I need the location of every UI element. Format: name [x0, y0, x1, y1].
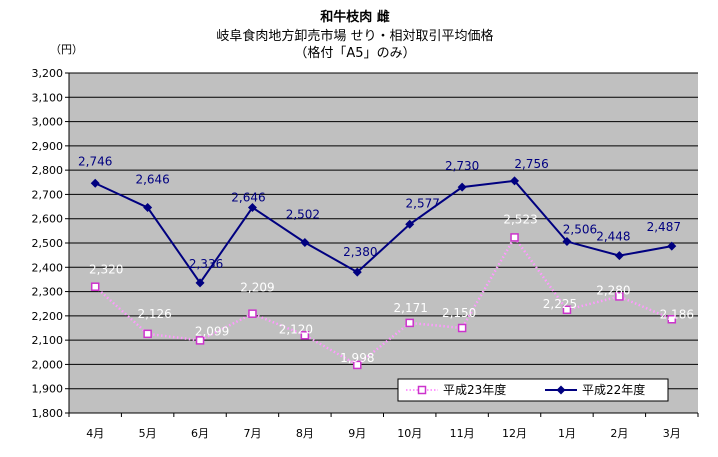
y-tick-label: 1,800 [32, 407, 64, 420]
data-label-h23: 1,998 [340, 351, 374, 365]
plot-area: 1,800 1,900 2,000 2,100 2,200 2,300 2,400 2,500… [32, 67, 699, 440]
data-label-h22: 2,646 [135, 173, 169, 187]
data-label-h23: 2,171 [394, 301, 428, 315]
data-label-h22: 2,746 [78, 154, 112, 168]
data-label-h22: 2,756 [514, 157, 548, 171]
point-h23 [143, 329, 152, 339]
data-label-h23: 2,186 [660, 307, 694, 321]
chart-subtitle: 岐阜食肉地方卸売市場 せり・相対取引平均価格 [216, 28, 493, 44]
x-tick-label: 4月 [86, 427, 104, 440]
y-tick-label: 3,100 [32, 91, 64, 104]
point-h23 [90, 282, 100, 291]
data-label-h23: 2,150 [442, 306, 476, 320]
data-label-h22: 2,380 [343, 245, 377, 259]
point-h23 [195, 336, 205, 345]
legend-diamond-marker [556, 385, 566, 395]
point-h22 [195, 278, 205, 288]
data-label-h22: 2,577 [406, 196, 440, 210]
point-h23 [457, 323, 467, 333]
x-tick-label: 12月 [502, 427, 527, 440]
data-label-h22: 2,730 [445, 159, 479, 173]
y-tick-label: 2,800 [32, 164, 64, 177]
y-tick-label: 2,900 [32, 140, 64, 153]
x-tick-label: 6月 [191, 427, 209, 440]
data-label-h23: 2,280 [596, 283, 630, 297]
data-label-h23: 2,209 [240, 281, 274, 295]
data-label-h22: 2,336 [189, 257, 223, 271]
point-h22 [247, 203, 257, 213]
point-h23 [510, 233, 519, 242]
point-h23 [615, 292, 624, 301]
point-h23 [562, 305, 572, 315]
data-label-h23: 2,320 [89, 263, 123, 277]
point-h23 [667, 315, 677, 324]
legend-label-h22: 平成22年度 [582, 382, 645, 397]
y-tick-label: 3,200 [32, 67, 64, 80]
legend: 平成23年度 平成22年度 [397, 378, 669, 402]
point-h22 [457, 182, 467, 192]
y-tick-label: 3,000 [32, 116, 64, 129]
point-h23 [353, 360, 362, 370]
point-h22 [90, 178, 100, 188]
point-h22 [614, 251, 624, 261]
x-tick-label: 9月 [348, 427, 366, 440]
point-h23 [248, 309, 257, 318]
data-label-h22: 2,487 [647, 220, 681, 234]
point-h22 [667, 241, 677, 251]
legend-square-marker [417, 385, 427, 395]
chart-subtitle-note: （格付「A5」のみ） [294, 45, 415, 61]
data-label-h23: 2,120 [279, 322, 313, 336]
x-tick-label: 10月 [397, 427, 422, 440]
data-label-h23: 2,225 [543, 297, 577, 311]
y-tick-label: 2,700 [32, 188, 64, 201]
x-tick-label: 1月 [558, 427, 576, 440]
x-tick-label: 7月 [243, 427, 261, 440]
y-tick-label: 2,600 [32, 213, 64, 226]
point-h22 [405, 219, 415, 229]
point-h22 [352, 267, 362, 277]
y-tick-label: 2,500 [32, 237, 64, 250]
point-h22 [300, 238, 310, 248]
point-h22 [143, 203, 153, 213]
series-line-h23 [94, 235, 673, 367]
legend-box [397, 378, 669, 402]
y-tick-label: 2,100 [32, 334, 64, 347]
x-tick-label: 2月 [610, 427, 628, 440]
y-tick-label: 2,300 [32, 286, 64, 299]
point-h23 [300, 331, 310, 340]
x-tick-label: 5月 [139, 427, 157, 440]
data-label-h22: 2,646 [231, 191, 265, 205]
data-label-h22: 2,506 [563, 223, 597, 237]
point-h22 [562, 237, 572, 247]
chart-title: 和牛枝肉 雌 [320, 9, 390, 25]
data-label-h22: 2,448 [596, 230, 630, 244]
data-label-h23: 2,523 [503, 212, 537, 226]
data-label-h22: 2,502 [286, 208, 320, 222]
series-line-h22 [94, 179, 672, 285]
data-label-h23: 2,099 [195, 324, 229, 338]
data-label-h23: 2,126 [137, 307, 171, 321]
legend-label-h23: 平成23年度 [443, 382, 506, 397]
y-tick-label: 2,400 [32, 261, 64, 274]
point-h22 [510, 176, 520, 186]
y-tick-label: 1,900 [32, 383, 64, 396]
point-h23 [405, 318, 414, 328]
x-tick-label: 8月 [296, 427, 314, 440]
y-tick-label: 2,000 [32, 358, 64, 371]
y-axis-unit-label: （円） [50, 43, 83, 56]
y-tick-label: 2,200 [32, 310, 64, 323]
x-tick-label: 3月 [663, 427, 681, 440]
x-tick-label: 11月 [450, 427, 475, 440]
